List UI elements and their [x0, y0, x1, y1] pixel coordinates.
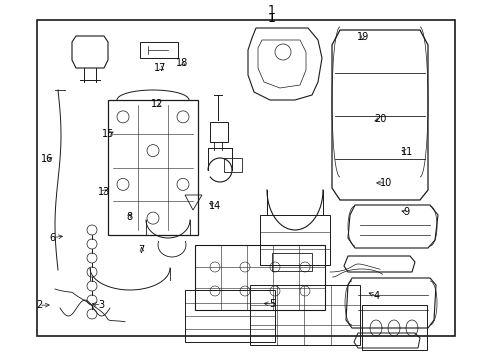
Text: 15: 15 — [102, 129, 115, 139]
Bar — [249, 285, 359, 345]
Text: 1: 1 — [267, 4, 275, 17]
Text: 11: 11 — [400, 147, 412, 157]
Text: 14: 14 — [208, 201, 221, 211]
Text: 18: 18 — [175, 58, 188, 68]
Text: 5: 5 — [269, 299, 275, 309]
Bar — [140, 42, 178, 58]
Text: 12: 12 — [151, 99, 163, 109]
Text: 19: 19 — [356, 32, 368, 42]
Bar — [195, 245, 325, 310]
Bar — [209, 122, 227, 142]
Bar — [224, 158, 242, 172]
Text: 7: 7 — [139, 245, 144, 255]
Bar — [260, 215, 329, 265]
Text: 2: 2 — [36, 300, 42, 310]
Text: 16: 16 — [41, 154, 53, 164]
Text: 17: 17 — [154, 63, 166, 73]
Text: 9: 9 — [403, 207, 409, 217]
Text: 13: 13 — [97, 186, 110, 197]
Bar — [37, 20, 454, 336]
Bar — [271, 253, 311, 271]
Text: 8: 8 — [126, 212, 132, 222]
Text: 6: 6 — [50, 233, 56, 243]
Text: 4: 4 — [373, 291, 379, 301]
Text: 3: 3 — [99, 300, 104, 310]
Bar — [108, 100, 198, 235]
Text: 20: 20 — [373, 114, 386, 124]
Text: 10: 10 — [379, 178, 392, 188]
Bar — [361, 305, 426, 350]
Text: 1: 1 — [267, 12, 275, 25]
Bar — [184, 290, 274, 342]
